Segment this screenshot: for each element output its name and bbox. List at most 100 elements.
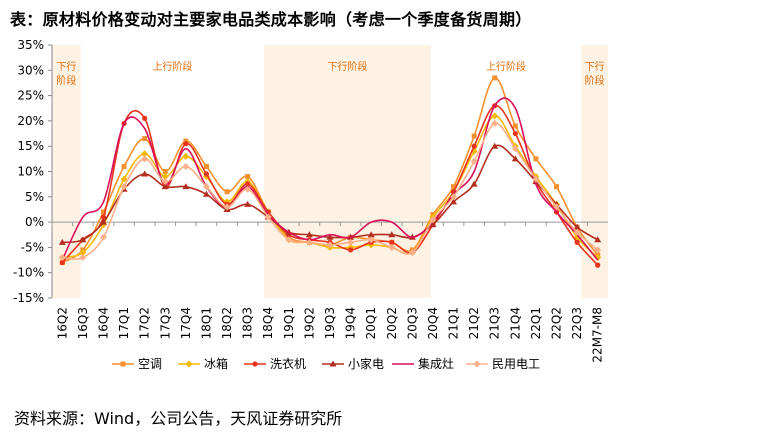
y-tick-label: 35%	[17, 38, 44, 52]
legend: 空调 冰箱 洗衣机 小家电 集成灶 民用电工	[112, 356, 540, 371]
x-tick-label: 20Q3	[405, 307, 419, 339]
legend-label: 小家电	[348, 356, 384, 371]
data-point	[223, 203, 231, 211]
data-point	[512, 123, 518, 129]
data-point	[79, 248, 87, 256]
legend-label: 空调	[138, 357, 162, 371]
phase-label: 下行阶段	[56, 60, 76, 87]
data-point	[450, 193, 458, 201]
data-point	[141, 150, 149, 158]
x-tick-label: 19Q4	[344, 307, 358, 339]
source-note: 资料来源：Wind，公司公告，天风证券研究所	[14, 409, 343, 428]
data-point	[470, 157, 478, 165]
series-lines	[58, 75, 602, 268]
x-tick-label: 16Q3	[76, 307, 90, 339]
data-point	[120, 183, 128, 191]
data-point	[79, 236, 87, 243]
data-point	[183, 141, 189, 147]
phase-labels: 下行阶段 上行阶段 下行阶段 上行阶段 下行阶段	[56, 60, 604, 87]
data-point	[574, 239, 580, 245]
data-point	[347, 238, 355, 246]
x-tick-label: 22Q1	[529, 307, 543, 339]
data-point	[532, 175, 540, 183]
data-point	[99, 233, 107, 241]
data-point	[512, 130, 518, 137]
x-tick-label: 19Q1	[282, 307, 296, 339]
data-point	[141, 170, 149, 177]
y-tick-label: 0%	[25, 215, 44, 229]
data-point	[182, 152, 190, 160]
legend-label: 冰箱	[204, 356, 228, 371]
legend-item: 冰箱	[178, 356, 228, 371]
phase-label: 下行阶段	[585, 60, 605, 87]
chart-area: 下行阶段 上行阶段 下行阶段 上行阶段 下行阶段 -15% -10% -5% 0% 5% 10% 1…	[13, 38, 608, 371]
data-point	[182, 183, 190, 190]
data-point	[285, 236, 293, 244]
x-tick-label: 20Q1	[364, 307, 378, 339]
y-tick-label: 30%	[17, 63, 44, 77]
data-point	[245, 174, 251, 180]
data-point	[58, 254, 66, 262]
phase-label-line: 下行	[585, 60, 605, 73]
x-tick-label: 17Q1	[117, 307, 131, 339]
data-point	[100, 214, 107, 220]
data-point	[491, 142, 499, 149]
data-point	[554, 184, 560, 190]
phase-shade	[264, 45, 431, 298]
data-point	[326, 241, 334, 249]
data-point	[141, 155, 149, 163]
data-point	[451, 184, 457, 190]
series-line	[61, 97, 599, 261]
y-tick-label: 20%	[17, 114, 44, 128]
legend-item: 民用电工	[466, 357, 540, 371]
data-point	[408, 248, 416, 256]
x-tick-label: 17Q3	[158, 307, 172, 339]
x-tick-label: 16Q2	[55, 307, 69, 339]
data-point	[202, 190, 210, 197]
data-point	[162, 169, 168, 174]
data-point	[389, 239, 395, 245]
data-point	[388, 243, 396, 251]
phase-label-line: 上行阶段	[486, 60, 526, 73]
data-point	[429, 221, 437, 228]
y-tick-label: 15%	[17, 139, 44, 153]
data-point	[471, 143, 477, 149]
legend-swatch-marker	[473, 360, 481, 368]
legend-item: 小家电	[322, 356, 384, 371]
data-point	[470, 180, 478, 187]
data-point	[100, 209, 106, 215]
series-5	[58, 119, 602, 262]
legend-label: 民用电工	[492, 357, 540, 371]
data-point	[245, 181, 251, 187]
legend-swatch-marker	[185, 360, 193, 368]
legend-item: 集成灶	[392, 356, 454, 371]
legend-item: 空调	[112, 357, 162, 371]
data-point	[203, 171, 210, 177]
data-point	[161, 183, 169, 190]
phase-label: 上行阶段	[152, 60, 192, 73]
phase-label-line: 阶段	[585, 74, 605, 87]
x-tick-label: 18Q4	[261, 307, 275, 339]
data-point	[450, 198, 458, 205]
x-tick-label: 18Q2	[220, 307, 234, 339]
legend-swatch-marker	[252, 361, 258, 367]
data-point	[120, 175, 128, 183]
phase-label-line: 上行阶段	[152, 60, 192, 73]
data-point	[99, 218, 107, 225]
x-tick-label: 17Q4	[179, 307, 193, 339]
data-point	[142, 115, 148, 121]
data-point	[244, 200, 252, 207]
data-point	[594, 254, 602, 262]
data-point	[182, 162, 190, 170]
data-point	[594, 246, 602, 254]
data-point	[511, 155, 519, 162]
axes: -15% -10% -5% 0% 5% 10% 15% 20% 25% 30% 35% 16Q2 16Q…	[13, 38, 608, 363]
phase-label: 上行阶段	[486, 60, 526, 73]
data-point	[594, 236, 602, 243]
data-point	[347, 247, 354, 253]
data-point	[121, 163, 127, 169]
data-point	[533, 156, 539, 162]
phase-label-line: 阶段	[56, 74, 76, 87]
data-point	[511, 145, 519, 153]
data-point	[142, 136, 148, 142]
